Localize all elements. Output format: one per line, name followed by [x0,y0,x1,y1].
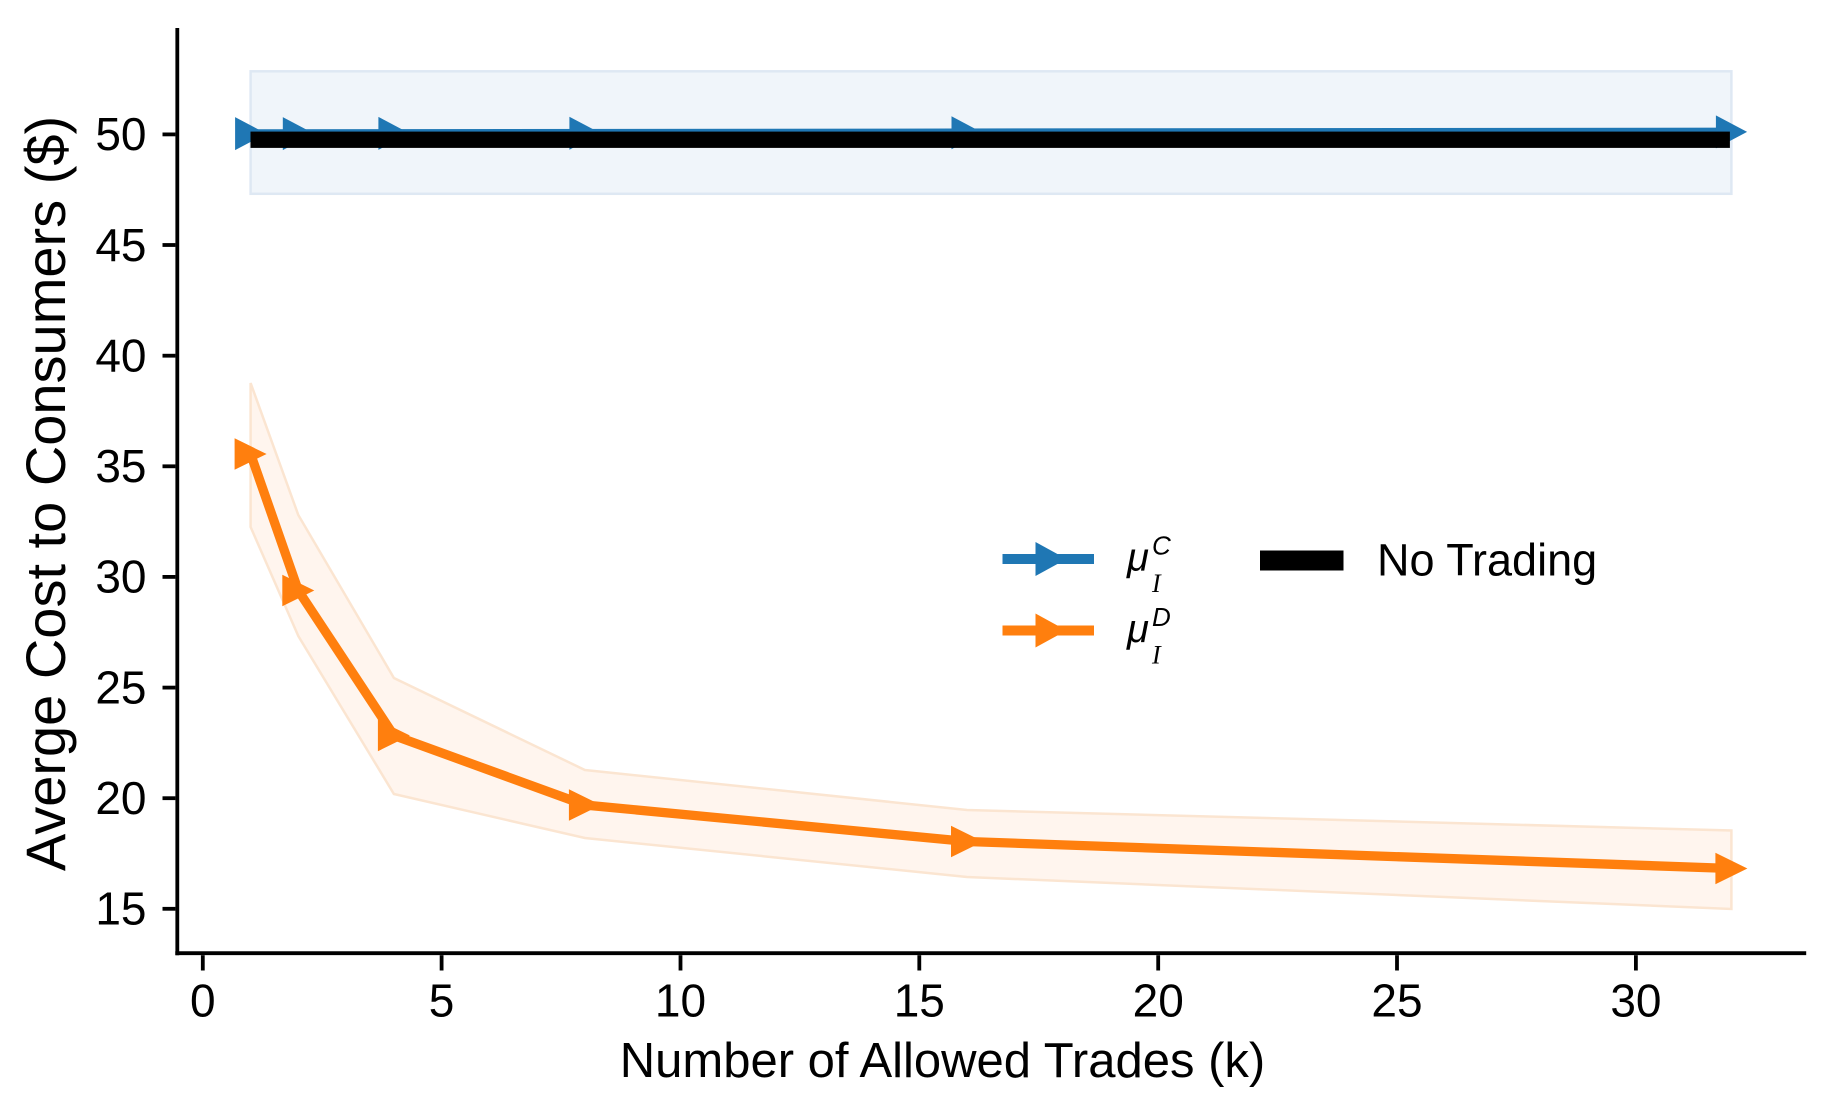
svg-text:25: 25 [95,661,146,713]
svg-text:40: 40 [95,330,146,382]
svg-text:20: 20 [95,772,146,824]
svg-text:50: 50 [95,108,146,160]
svg-text:10: 10 [655,975,706,1027]
svg-text:I: I [1151,641,1162,670]
svg-text:35: 35 [95,440,146,492]
svg-text:Averge Cost to Consumers ($): Averge Cost to Consumers ($) [14,116,77,871]
svg-text:25: 25 [1371,975,1422,1027]
svg-text:20: 20 [1133,975,1184,1027]
svg-text:μ: μ [1126,607,1149,651]
svg-text:C: C [1152,531,1171,561]
svg-text:0: 0 [190,975,216,1027]
svg-text:30: 30 [95,551,146,603]
svg-text:30: 30 [1610,975,1661,1027]
svg-text:μ: μ [1126,536,1149,580]
svg-text:5: 5 [429,975,455,1027]
svg-text:D: D [1152,602,1171,632]
svg-text:I: I [1151,569,1162,598]
svg-text:15: 15 [894,975,945,1027]
svg-text:Number of Allowed Trades (k): Number of Allowed Trades (k) [620,1034,1265,1088]
svg-text:45: 45 [95,219,146,271]
svg-text:15: 15 [95,883,146,935]
svg-text:No Trading: No Trading [1377,535,1597,586]
